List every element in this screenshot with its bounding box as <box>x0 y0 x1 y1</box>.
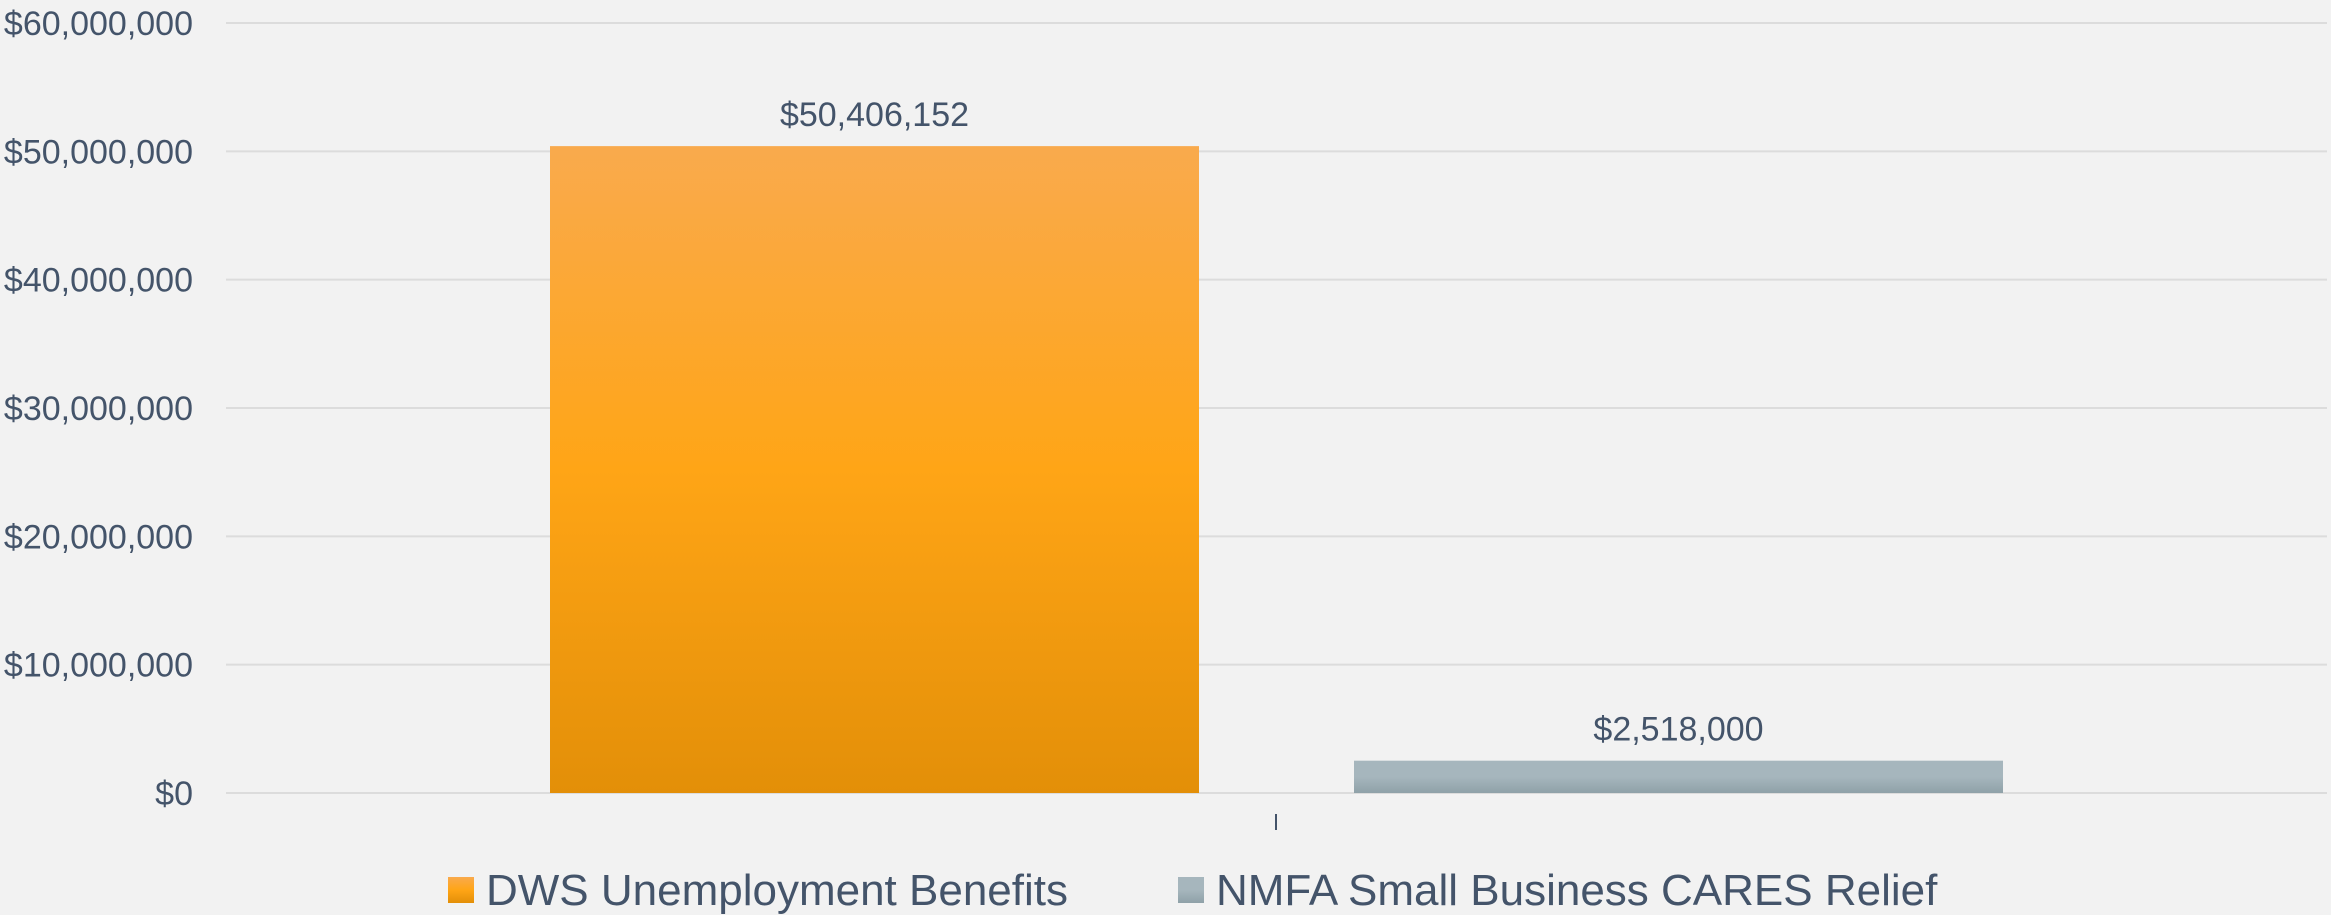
y-tick-label: $20,000,000 <box>4 518 193 556</box>
y-axis-tick-labels: $0 $10,000,000 $20,000,000 $30,000,000 $40,0… <box>4 5 193 813</box>
bars <box>550 146 2003 794</box>
data-label: $2,518,000 <box>1593 711 1763 749</box>
y-tick-label: $60,000,000 <box>4 5 193 43</box>
legend-label: NMFA Small Business CARES Relief <box>1216 866 1938 915</box>
gridlines <box>226 22 2327 794</box>
data-label: $50,406,152 <box>780 96 969 134</box>
legend: DWS Unemployment Benefits NMFA Small Busi… <box>448 866 1938 915</box>
y-tick-label: $0 <box>155 775 193 813</box>
legend-swatch <box>1178 877 1204 903</box>
legend-swatch <box>448 877 474 903</box>
legend-label: DWS Unemployment Benefits <box>486 866 1068 915</box>
bar-nmfa-small-business-cares-relief <box>1354 760 2003 793</box>
y-tick-label: $40,000,000 <box>4 262 193 300</box>
y-tick-label: $10,000,000 <box>4 647 193 685</box>
data-labels: $50,406,152 $2,518,000 <box>780 96 1764 749</box>
y-tick-label: $30,000,000 <box>4 390 193 428</box>
y-tick-label: $50,000,000 <box>4 133 193 171</box>
bar-dws-unemployment-benefits <box>550 146 1199 794</box>
